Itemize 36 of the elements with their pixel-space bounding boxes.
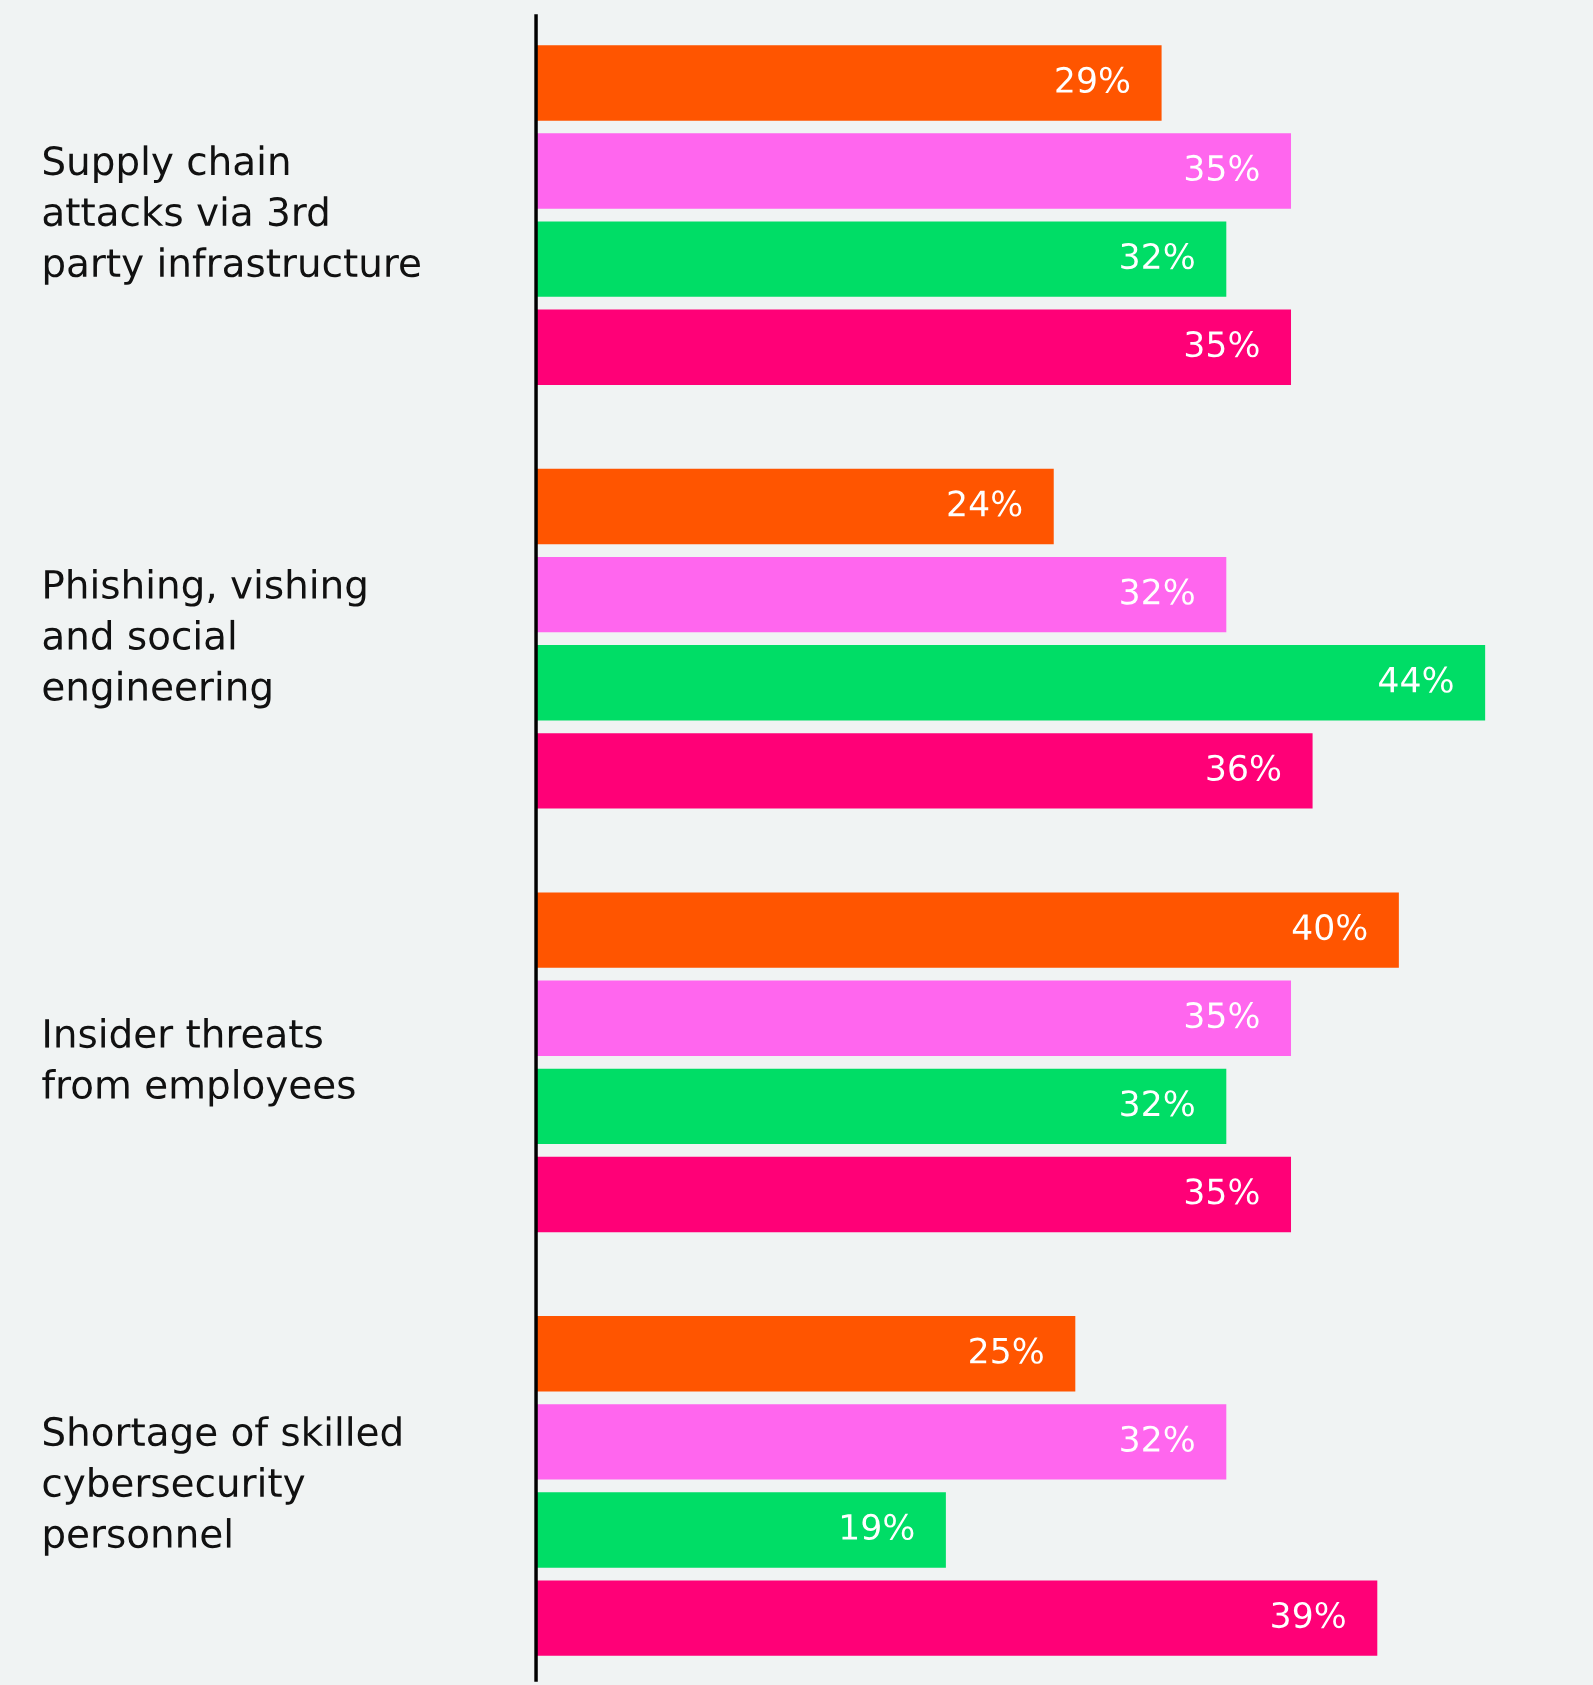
bar [536, 1156, 1292, 1233]
bar [536, 1580, 1378, 1656]
bar [536, 133, 1292, 209]
y-tick-label: Supply chain attacks via 3rd party infrastructure [43, 145, 420, 285]
data-label: 35% [1185, 154, 1259, 182]
bar [536, 892, 1399, 968]
bar [536, 733, 1313, 809]
y-tick-label: Insider threats from employees [42, 1018, 355, 1107]
bar [536, 1492, 946, 1568]
bar [536, 45, 1162, 121]
data-label: 36% [1207, 754, 1281, 781]
data-label: 35% [1185, 1178, 1259, 1205]
data-label: 25% [970, 1337, 1043, 1364]
data-label: 32% [1121, 1090, 1194, 1117]
bar [536, 1404, 1227, 1480]
bar [536, 221, 1227, 297]
y-tick-label: Shortage of skilled cybersecurity personnel [43, 1416, 401, 1556]
data-label: 32% [1121, 1425, 1194, 1452]
bar [536, 468, 1054, 545]
bar [536, 980, 1292, 1056]
data-label: 39% [1272, 1601, 1345, 1629]
data-label: 19% [841, 1513, 914, 1541]
data-label: 35% [1185, 331, 1259, 358]
bar [536, 556, 1227, 633]
bar [536, 1068, 1227, 1145]
bar [536, 645, 1486, 721]
data-label: 44% [1379, 666, 1453, 693]
y-tick-label: Phishing, vishing and social engineering [43, 568, 366, 709]
data-label: 40% [1292, 913, 1367, 941]
data-label: 32% [1121, 578, 1194, 605]
data-label: 35% [1185, 1002, 1259, 1029]
data-label: 24% [948, 490, 1022, 517]
bar [536, 1316, 1076, 1392]
data-label: 32% [1121, 242, 1194, 270]
bar [536, 309, 1292, 385]
data-label: 29% [1056, 66, 1130, 94]
